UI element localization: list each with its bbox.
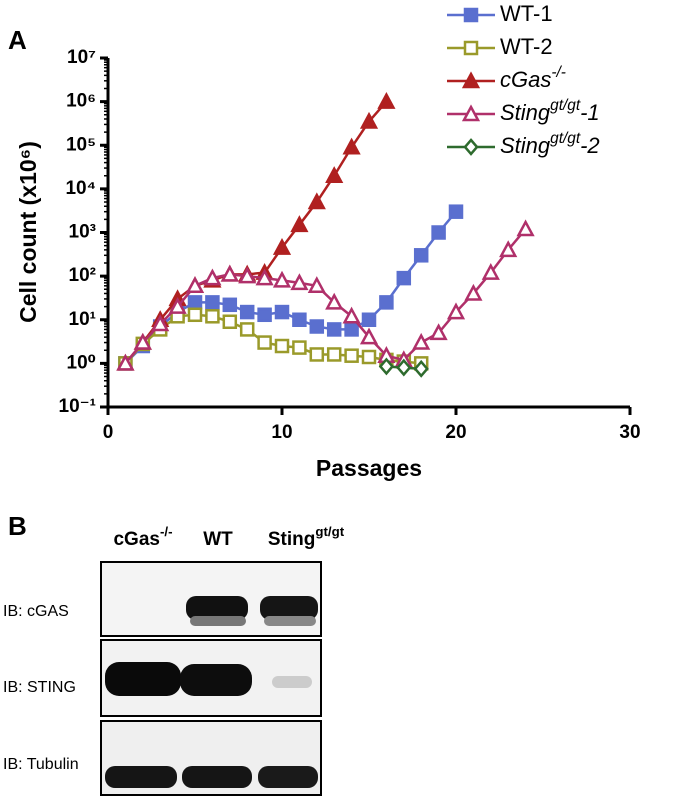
y-tick-label: 10⁰ — [67, 352, 96, 373]
marker — [151, 314, 170, 332]
series-line — [124, 313, 422, 365]
marker — [326, 347, 342, 362]
marker — [431, 225, 446, 240]
marker — [359, 111, 379, 129]
y-tick-label: 10⁴ — [65, 178, 96, 199]
legend-label: WT-1 — [500, 1, 553, 26]
row-label: IB: Tubulin — [3, 756, 79, 773]
legend-label: Stinggt/gt-2 — [500, 130, 600, 158]
series-line — [124, 100, 388, 365]
marker — [325, 292, 344, 310]
marker — [203, 268, 222, 286]
marker — [238, 266, 257, 284]
x-axis-label: Passages — [316, 455, 422, 481]
marker — [448, 204, 464, 219]
lane-label: WT — [203, 529, 233, 550]
marker — [257, 335, 272, 350]
marker — [133, 332, 152, 350]
blot-image — [100, 561, 322, 796]
y-tick-label: 10³ — [69, 222, 96, 243]
marker — [377, 91, 396, 109]
marker — [413, 359, 429, 378]
marker — [396, 358, 412, 377]
marker — [239, 322, 255, 337]
x-tick-label: 20 — [445, 422, 466, 443]
marker — [499, 240, 518, 258]
marker — [463, 7, 479, 23]
legend-label: cGas-/- — [500, 64, 566, 92]
panel-label: A — [8, 25, 27, 55]
marker — [396, 270, 412, 286]
marker — [516, 219, 535, 237]
marker — [257, 307, 272, 323]
y-tick-label: 10¹ — [69, 309, 96, 330]
marker — [292, 340, 307, 355]
x-tick-label: 0 — [103, 422, 114, 443]
marker — [325, 166, 344, 183]
row-label: IB: STING — [3, 679, 76, 696]
marker — [326, 322, 342, 337]
y-tick-label: 10⁻¹ — [59, 396, 97, 417]
marker — [461, 71, 481, 89]
marker — [222, 314, 238, 329]
x-tick-label: 30 — [619, 422, 640, 443]
marker — [359, 327, 379, 345]
marker — [361, 349, 377, 365]
marker — [429, 323, 448, 341]
marker — [412, 332, 431, 350]
row-label: IB: cGAS — [3, 603, 69, 620]
marker — [290, 273, 309, 291]
marker — [361, 312, 377, 327]
legend-label: Stinggt/gt-1 — [500, 97, 600, 125]
marker — [307, 276, 326, 294]
marker — [461, 104, 481, 122]
marker — [342, 137, 361, 155]
marker — [187, 307, 203, 323]
marker — [342, 306, 361, 324]
marker — [344, 322, 359, 337]
marker — [290, 215, 309, 233]
y-tick-label: 10⁶ — [66, 91, 96, 112]
marker — [205, 309, 220, 324]
marker — [239, 304, 255, 320]
x-tick-label: 10 — [271, 422, 292, 443]
series-line — [124, 228, 527, 365]
marker — [272, 237, 292, 255]
marker — [413, 248, 429, 263]
y-tick-label: 10⁷ — [67, 47, 96, 68]
marker — [255, 268, 274, 286]
marker — [464, 283, 483, 301]
lane-label: Stinggt/gt — [268, 524, 345, 550]
marker — [292, 312, 307, 327]
panel-label: B — [8, 511, 27, 541]
marker — [116, 353, 135, 371]
marker — [463, 40, 479, 56]
marker — [168, 296, 187, 314]
marker — [185, 276, 205, 294]
marker — [222, 297, 238, 313]
marker — [272, 270, 292, 288]
marker — [205, 295, 220, 310]
marker — [378, 357, 395, 376]
marker — [220, 264, 239, 282]
marker — [446, 302, 466, 320]
marker — [274, 338, 290, 354]
marker — [274, 304, 290, 320]
legend-label: WT-2 — [500, 34, 553, 59]
y-tick-label: 10⁵ — [66, 134, 96, 155]
marker — [481, 263, 500, 280]
y-axis-label: Cell count (x10⁶) — [15, 141, 41, 323]
marker — [379, 295, 394, 310]
y-tick-label: 10² — [69, 265, 96, 286]
marker — [309, 319, 325, 334]
marker — [309, 347, 325, 362]
lane-label: cGas-/- — [113, 524, 172, 550]
marker — [463, 138, 479, 156]
marker — [344, 348, 359, 363]
marker — [187, 295, 203, 310]
marker — [307, 192, 326, 210]
